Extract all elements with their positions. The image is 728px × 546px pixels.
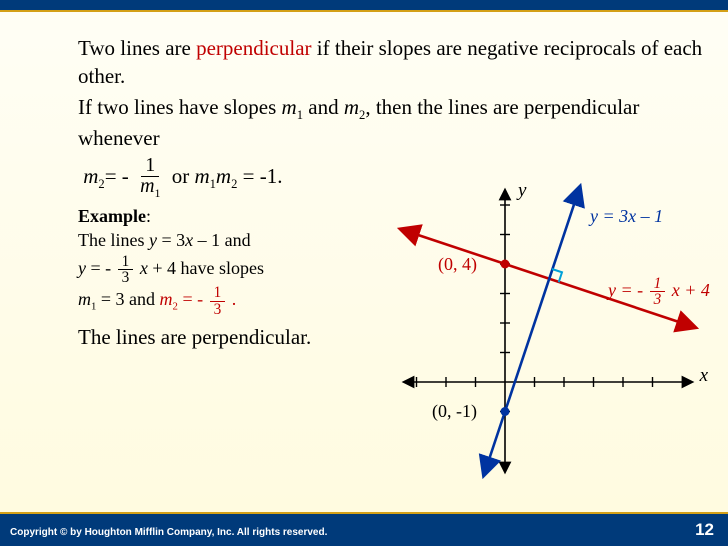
slide: Two lines are perpendicular if their slo… [0,0,728,546]
page-number: 12 [695,520,714,540]
blue-line-label: y = 3x – 1 [590,207,663,225]
y-axis-label: y [518,180,526,202]
point-0-neg1 [501,407,510,416]
condition-prefix: If two lines have slopes [78,95,282,119]
eq1-num: 1 [141,156,159,177]
blue-line [486,194,577,468]
m1-var: m [282,95,297,119]
definition-line: Two lines are perpendicular if their slo… [78,34,708,91]
or-word: or [166,164,194,188]
m2-var: m [344,95,359,119]
eq1-eq: = - [105,164,134,188]
ex2-frac: 13 [118,254,134,286]
condition-line: If two lines have slopes m1 and m2, then… [78,93,708,153]
graph-area: y x [390,180,710,480]
eq2-m2: m [216,164,231,188]
ex3-frac: 13 [210,285,226,317]
copyright-text: Copyright © by Houghton Mifflin Company,… [10,527,327,538]
eq1-den: m1 [136,177,164,200]
definition-keyword: perpendicular [196,36,311,60]
x-axis-label: x [700,365,708,387]
and-word: and [303,95,344,119]
eq1-frac: 1m1 [136,156,164,200]
label-point-0-4: (0, 4) [438,254,477,275]
eq2-rhs: = -1. [237,164,282,188]
red-line-label: y = - 13 x + 4 [608,276,710,308]
label-point-0-neg1: (0, -1) [432,401,477,422]
point-0-4 [501,260,510,269]
eq2-m1: m [194,164,209,188]
definition-prefix: Two lines are [78,36,196,60]
eq1-m: m [83,164,98,188]
